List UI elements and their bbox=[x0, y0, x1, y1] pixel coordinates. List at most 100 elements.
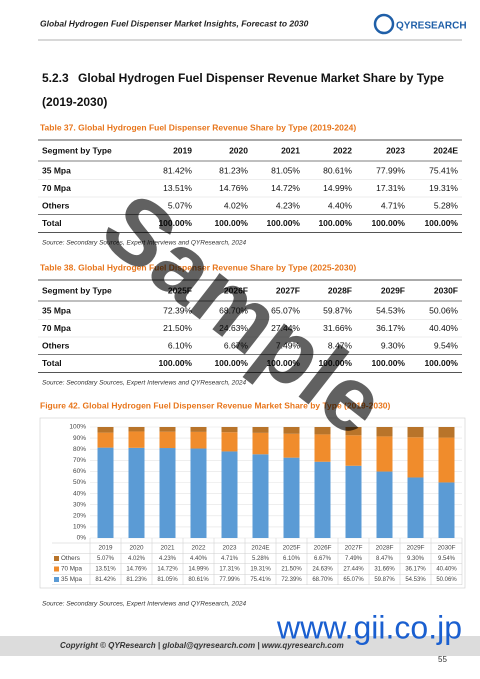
table-cell: 4.71% bbox=[381, 200, 406, 210]
table-header: Segment by Type bbox=[42, 285, 112, 295]
y-tick-label: 20% bbox=[73, 513, 86, 520]
table-cell: 17.31% bbox=[376, 183, 405, 193]
bar-segment bbox=[97, 427, 114, 433]
data-label: 4.02% bbox=[128, 556, 146, 562]
data-label: 17.31% bbox=[219, 567, 240, 573]
table-cell: 5.07% bbox=[168, 200, 193, 210]
table-cell: 100.00% bbox=[214, 358, 248, 368]
x-tick-label: 2024E bbox=[251, 545, 269, 552]
y-tick-label: 90% bbox=[73, 435, 86, 442]
table-cell: 14.72% bbox=[271, 183, 300, 193]
table-header: 2025F bbox=[168, 285, 192, 295]
y-tick-label: 40% bbox=[73, 490, 86, 497]
table-cell: 81.23% bbox=[219, 165, 248, 175]
bar-segment bbox=[314, 427, 331, 435]
bar-segment bbox=[345, 435, 362, 466]
watermark: Sample bbox=[84, 174, 405, 456]
watermark-url: www.gii.co.jp bbox=[276, 609, 462, 645]
logo-icon bbox=[373, 13, 395, 35]
table-header: 2022 bbox=[333, 145, 352, 155]
page-number: 55 bbox=[438, 655, 447, 664]
table-cell: 36.17% bbox=[376, 323, 405, 333]
y-tick-label: 70% bbox=[73, 457, 86, 464]
data-label: 6.67% bbox=[314, 556, 332, 562]
table-cell: 35 Mpa bbox=[42, 165, 71, 175]
header-title: Global Hydrogen Fuel Dispenser Market In… bbox=[40, 18, 309, 28]
data-label: 5.28% bbox=[252, 556, 270, 562]
data-label: 4.40% bbox=[190, 556, 208, 562]
bar-segment bbox=[128, 431, 145, 448]
table-cell: Total bbox=[42, 358, 62, 368]
data-label: 14.76% bbox=[126, 567, 147, 573]
data-label: 81.05% bbox=[157, 577, 178, 583]
data-label: 31.66% bbox=[374, 567, 395, 573]
bar-segment bbox=[376, 427, 393, 437]
data-label: 4.71% bbox=[221, 556, 239, 562]
bar-segment bbox=[190, 448, 207, 538]
table-cell: 68.70% bbox=[219, 305, 248, 315]
table-cell: 70 Mpa bbox=[42, 183, 71, 193]
data-label: 75.41% bbox=[250, 577, 271, 583]
bar-segment bbox=[252, 454, 269, 538]
data-label: 9.54% bbox=[438, 556, 456, 562]
table-cell: 14.76% bbox=[219, 183, 248, 193]
table-cell: 9.30% bbox=[381, 340, 406, 350]
table-cell: 54.53% bbox=[376, 305, 405, 315]
table-cell: 6.67% bbox=[224, 340, 249, 350]
x-tick-label: 2026F bbox=[314, 545, 332, 552]
data-label: 81.42% bbox=[95, 577, 116, 583]
data-label: 27.44% bbox=[343, 567, 364, 573]
x-tick-label: 2029F bbox=[407, 545, 425, 552]
table-cell: 80.61% bbox=[323, 165, 352, 175]
y-tick-label: 0% bbox=[77, 535, 87, 542]
bar-segment bbox=[252, 432, 269, 455]
bar-segment bbox=[190, 427, 207, 432]
table-cell: 100.00% bbox=[371, 218, 405, 228]
data-label: 14.99% bbox=[188, 567, 209, 573]
bar-segment bbox=[159, 448, 176, 538]
data-label: 7.49% bbox=[345, 556, 363, 562]
table-cell: 50.06% bbox=[429, 305, 458, 315]
source-note: Source: Secondary Sources, Expert Interv… bbox=[42, 380, 247, 387]
table-header: 2026F bbox=[224, 285, 248, 295]
x-tick-label: 2028F bbox=[376, 545, 394, 552]
data-label: 21.50% bbox=[281, 567, 302, 573]
table-cell: 7.49% bbox=[276, 340, 301, 350]
table-caption: Table 37. Global Hydrogen Fuel Dispenser… bbox=[40, 122, 356, 132]
table-cell: 77.99% bbox=[376, 165, 405, 175]
legend-swatch bbox=[54, 556, 59, 561]
x-tick-label: 2027F bbox=[345, 545, 363, 552]
chart-frame bbox=[39, 417, 466, 589]
bar-segment bbox=[252, 427, 269, 433]
bar-segment bbox=[128, 426, 145, 432]
table-cell: 4.02% bbox=[224, 200, 249, 210]
table-cell: 100.00% bbox=[266, 218, 300, 228]
bar-segment bbox=[97, 447, 114, 538]
table-cell: 13.51% bbox=[163, 183, 192, 193]
data-label: 19.31% bbox=[250, 567, 271, 573]
data-label: 13.51% bbox=[95, 567, 116, 573]
y-tick-label: 80% bbox=[73, 446, 86, 453]
table-cell: 81.42% bbox=[163, 165, 192, 175]
data-label: 50.06% bbox=[436, 577, 457, 583]
legend-label: 70 Mpa bbox=[61, 566, 83, 573]
table-header: 2030F bbox=[434, 285, 458, 295]
x-tick-label: 2020 bbox=[129, 545, 144, 552]
bar-segment bbox=[438, 427, 455, 438]
section-title: Global Hydrogen Fuel Dispenser Revenue M… bbox=[78, 71, 444, 85]
bar-segment bbox=[407, 427, 424, 438]
bar-segment bbox=[128, 447, 145, 538]
legend-label: 35 Mpa bbox=[61, 576, 83, 583]
bar-segment bbox=[438, 437, 455, 483]
data-label: 4.23% bbox=[159, 556, 177, 562]
footer-copyright: Copyright © QYResearch | global@qyresear… bbox=[60, 641, 344, 650]
x-tick-label: 2030F bbox=[438, 545, 456, 552]
x-tick-label: 2025F bbox=[283, 545, 301, 552]
x-tick-label: 2019 bbox=[98, 545, 113, 552]
bar-segment bbox=[283, 427, 300, 434]
table-cell: 4.23% bbox=[276, 200, 301, 210]
bar-segment bbox=[221, 432, 238, 452]
table-cell: 100.00% bbox=[214, 218, 248, 228]
bar-segment bbox=[407, 477, 424, 538]
